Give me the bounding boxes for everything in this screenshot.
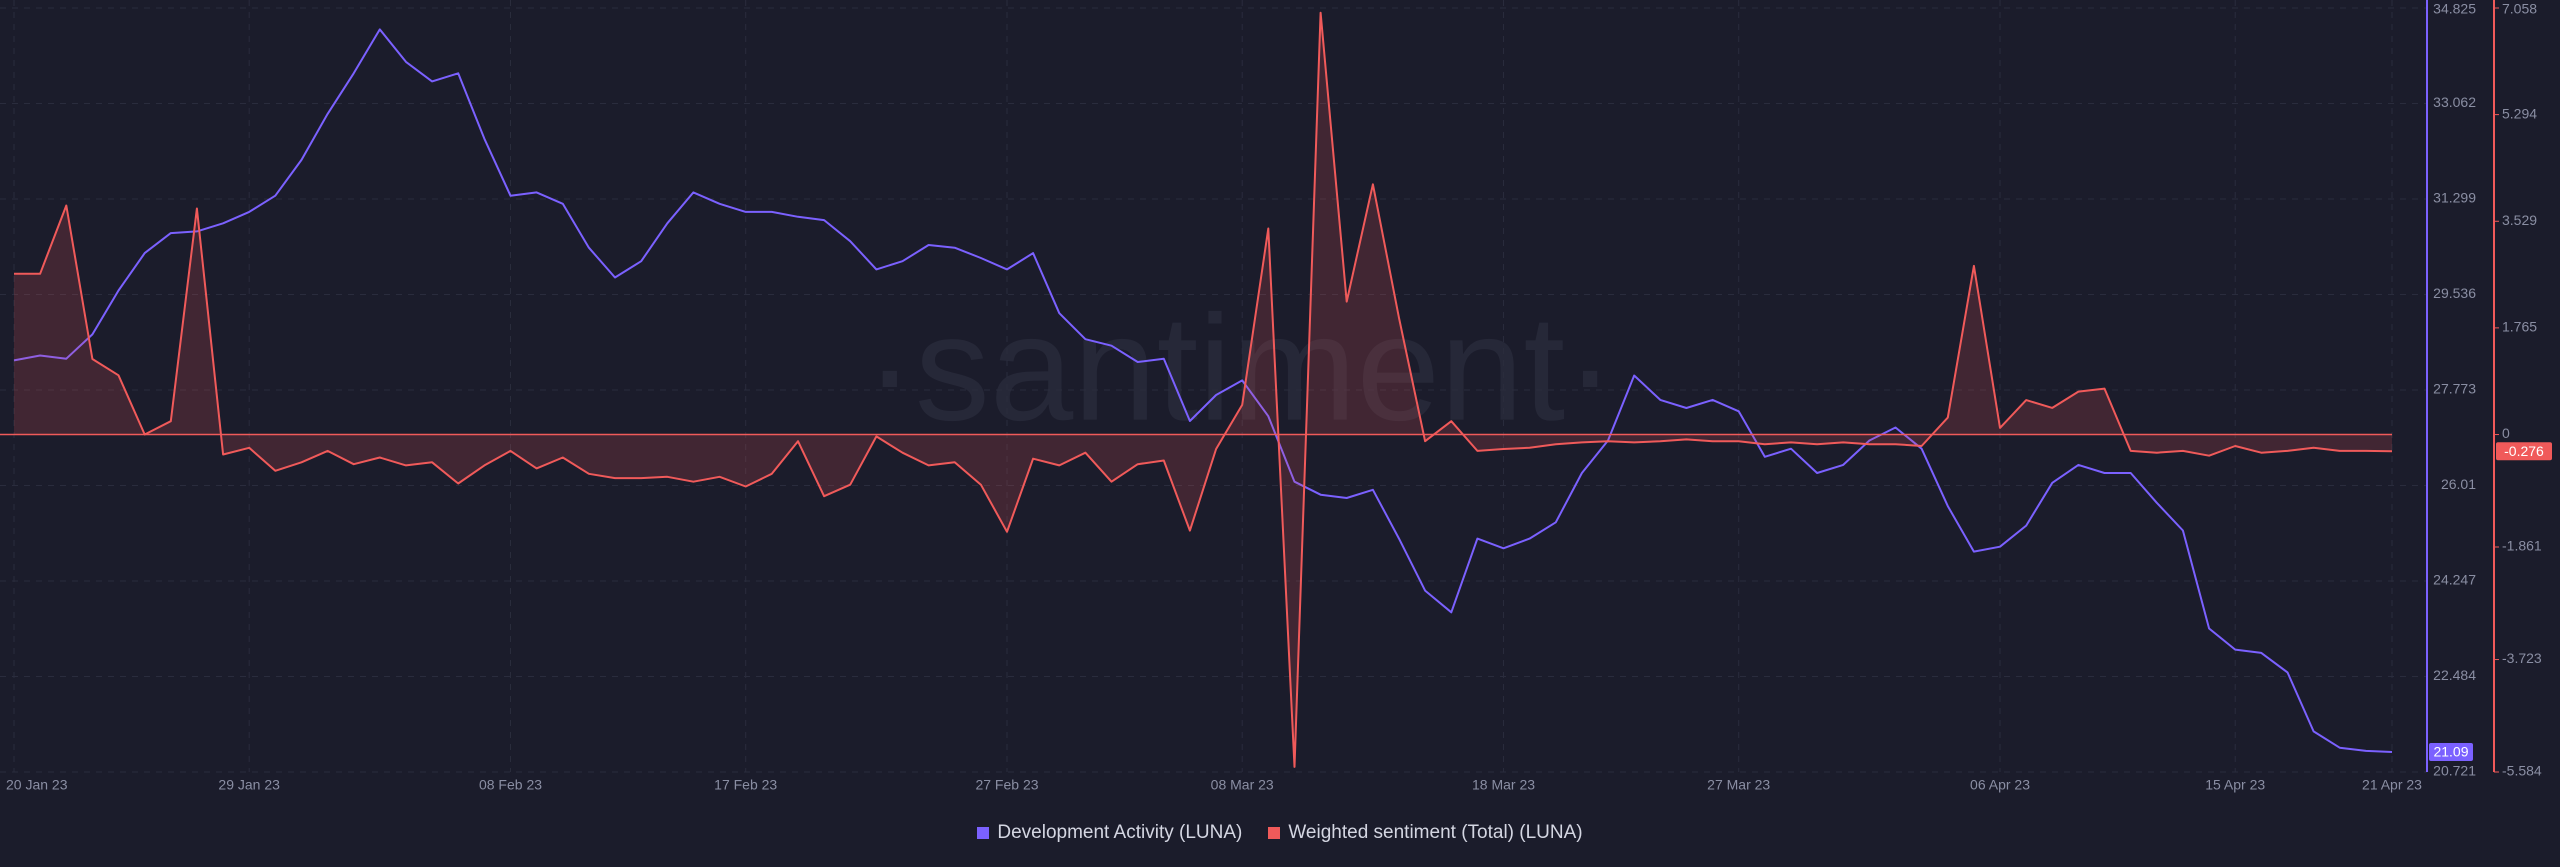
y2-tick-label: -1.861 xyxy=(2502,538,2542,554)
legend-item[interactable]: Development Activity (LUNA) xyxy=(977,822,1242,844)
x-tick-label: 29 Jan 23 xyxy=(218,777,280,793)
x-tick-label: 27 Mar 23 xyxy=(1707,777,1770,793)
x-tick-label: 06 Apr 23 xyxy=(1970,777,2030,793)
legend-label: Weighted sentiment (Total) (LUNA) xyxy=(1288,822,1583,843)
y2-tick-label: 5.294 xyxy=(2502,105,2537,121)
y2-tick-label: -5.584 xyxy=(2502,763,2542,779)
legend-swatch xyxy=(977,827,990,839)
x-tick-label: 18 Mar 23 xyxy=(1472,777,1535,793)
watermark: ·santiment· xyxy=(865,284,1615,452)
value-badge-label: 21.09 xyxy=(2433,744,2468,760)
x-tick-label: 21 Apr 23 xyxy=(2362,777,2422,793)
x-tick-label: 27 Feb 23 xyxy=(975,777,1038,793)
series-line xyxy=(14,11,2393,768)
y-tick-label: 20.721 xyxy=(2433,763,2476,779)
x-tick-label: 08 Feb 23 xyxy=(479,777,542,793)
legend-label: Development Activity (LUNA) xyxy=(997,822,1243,843)
x-tick-label: 20 Jan 23 xyxy=(6,777,68,793)
y-tick-label: 24.247 xyxy=(2433,572,2476,588)
x-tick-label: 17 Feb 23 xyxy=(714,777,777,793)
legend-swatch xyxy=(1268,827,1281,839)
y-tick-label: 33.062 xyxy=(2433,94,2476,110)
y2-tick-label: -3.723 xyxy=(2502,650,2542,666)
y-tick-label: 29.536 xyxy=(2433,285,2476,301)
y2-tick-label: 1.765 xyxy=(2502,319,2537,335)
y2-tick-label: 3.529 xyxy=(2502,212,2537,228)
value-badge xyxy=(2496,442,2552,461)
y-tick-label: 34.825 xyxy=(2433,1,2476,17)
y-tick-label: 27.773 xyxy=(2433,381,2476,397)
legend: Development Activity (LUNA) Weighted sent… xyxy=(0,815,2560,851)
y2-tick-label: 7.058 xyxy=(2502,1,2537,17)
series-line xyxy=(13,28,2393,753)
y2-tick-label: 0 xyxy=(2502,425,2510,441)
y-tick-label: 22.484 xyxy=(2433,667,2476,683)
x-tick-label: 15 Apr 23 xyxy=(2205,777,2265,793)
y-tick-label: 26.01 xyxy=(2441,476,2476,492)
x-tick-label: 08 Mar 23 xyxy=(1211,777,1274,793)
value-badge-label: -0.276 xyxy=(2504,443,2544,459)
value-badge xyxy=(2429,743,2473,762)
y-tick-label: 31.299 xyxy=(2433,190,2476,206)
legend-item[interactable]: Weighted sentiment (Total) (LUNA) xyxy=(1268,822,1583,844)
